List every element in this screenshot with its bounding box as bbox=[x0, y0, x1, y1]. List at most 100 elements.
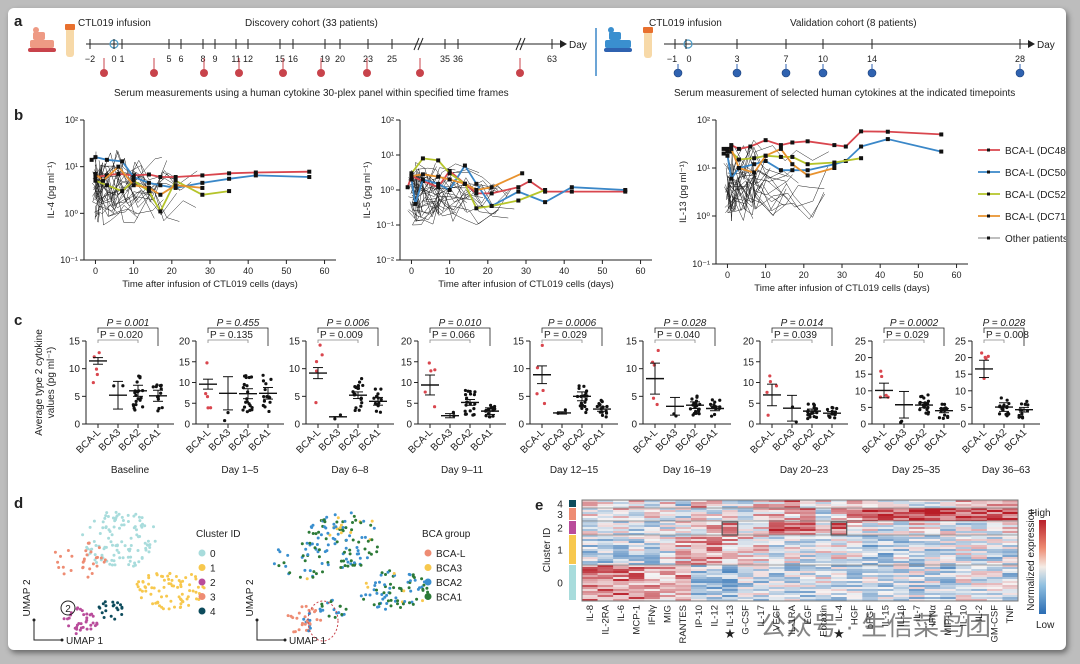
heatmap-cell bbox=[893, 543, 910, 546]
heatmap-cell bbox=[675, 523, 692, 526]
heatmap-cell bbox=[940, 565, 957, 568]
heatmap-cell bbox=[986, 539, 1003, 542]
heatmap-cell bbox=[675, 545, 692, 548]
heatmap-cell bbox=[955, 569, 972, 572]
heatmap-cell bbox=[940, 587, 957, 590]
heatmap-cell bbox=[940, 535, 957, 538]
heatmap-cell bbox=[753, 543, 770, 546]
heatmap-cell bbox=[924, 567, 941, 570]
heatmap-cell bbox=[1002, 547, 1019, 550]
heatmap-cell bbox=[613, 565, 630, 568]
heatmap-cell bbox=[675, 539, 692, 542]
heatmap-cell bbox=[659, 587, 676, 590]
heatmap-cell bbox=[737, 573, 754, 576]
p-value-label: P = 0.008 bbox=[986, 330, 1029, 341]
axis-break-mark bbox=[417, 37, 424, 51]
series-point bbox=[729, 146, 734, 151]
other-patient-line bbox=[91, 184, 150, 217]
heatmap-cell bbox=[737, 599, 754, 602]
umap-point bbox=[132, 514, 136, 518]
data-point bbox=[463, 392, 468, 397]
heatmap-cell bbox=[862, 593, 879, 596]
heatmap-cell bbox=[800, 545, 816, 548]
umap-point bbox=[338, 526, 342, 530]
y-tick-label: 10² bbox=[65, 115, 78, 125]
heatmap-cell bbox=[628, 527, 645, 530]
heatmap-cell bbox=[986, 557, 1003, 560]
heatmap-cell bbox=[800, 579, 816, 582]
column-label: IL-17 bbox=[756, 605, 767, 627]
umap-point bbox=[364, 593, 368, 597]
heatmap-cell bbox=[784, 549, 801, 552]
heatmap-cell bbox=[1002, 521, 1019, 524]
umap-point bbox=[362, 597, 366, 601]
heatmap-cell bbox=[737, 561, 754, 564]
heatmap-cell bbox=[893, 504, 910, 507]
heatmap-cell bbox=[644, 539, 661, 542]
heatmap-cell bbox=[691, 599, 707, 602]
heatmap-cell bbox=[737, 591, 754, 594]
arrow-right-icon bbox=[560, 40, 567, 48]
heatmap-cell bbox=[784, 557, 801, 560]
heatmap-cell bbox=[877, 549, 894, 552]
heatmap-cell bbox=[909, 523, 925, 526]
heatmap-cell bbox=[1002, 531, 1019, 534]
data-point bbox=[267, 409, 271, 414]
heatmap-cell bbox=[862, 508, 879, 511]
heatmap-cell bbox=[582, 595, 598, 598]
heatmap-cell bbox=[877, 504, 894, 507]
heatmap-cell bbox=[737, 559, 754, 562]
heatmap-cell bbox=[846, 531, 863, 534]
heatmap-cell bbox=[986, 597, 1003, 600]
data-point bbox=[946, 415, 950, 420]
other-patient-line bbox=[414, 172, 446, 195]
heatmap-cell bbox=[628, 500, 645, 503]
series-point bbox=[790, 154, 795, 159]
other-patient-line bbox=[96, 189, 155, 219]
figure-canvas: a b c d e CTL019 infusion Discovery coho… bbox=[14, 13, 1066, 647]
heatmap-cell bbox=[582, 543, 598, 546]
data-point bbox=[244, 400, 248, 404]
heatmap-cell bbox=[877, 541, 894, 544]
heatmap-cell bbox=[628, 549, 645, 552]
heatmap-cell bbox=[644, 502, 661, 505]
cluster-color-bar bbox=[569, 508, 576, 520]
umap-point bbox=[144, 589, 148, 593]
heatmap-cell bbox=[784, 533, 801, 536]
umap-point bbox=[349, 559, 353, 563]
heatmap-cell bbox=[753, 525, 770, 528]
heatmap-cell bbox=[971, 599, 988, 602]
data-point bbox=[359, 404, 363, 408]
heatmap-cell bbox=[831, 531, 848, 534]
umap-point bbox=[141, 522, 144, 526]
umap-point bbox=[286, 553, 290, 557]
heatmap-cell bbox=[971, 545, 988, 548]
heatmap-cell bbox=[784, 589, 801, 592]
heatmap-cell bbox=[753, 535, 770, 538]
data-point bbox=[808, 415, 812, 419]
heatmap-cell bbox=[1002, 533, 1019, 536]
y-axis-label: IL-5 (pg ml⁻¹) bbox=[362, 162, 373, 219]
heatmap-cell bbox=[613, 549, 630, 552]
heatmap-cell bbox=[784, 555, 801, 558]
y-tick-label: 15 bbox=[513, 337, 525, 348]
legend-marker bbox=[198, 578, 206, 586]
umap-point bbox=[120, 613, 124, 616]
umap-point bbox=[120, 540, 124, 544]
heatmap-cell bbox=[955, 514, 972, 517]
heatmap-cell bbox=[940, 504, 957, 507]
umap-point bbox=[157, 589, 161, 593]
umap-point bbox=[147, 582, 151, 586]
timeline-tick-label: −1 bbox=[667, 54, 677, 64]
umap-point bbox=[337, 611, 341, 615]
heatmap-cell bbox=[753, 559, 770, 562]
heatmap-cell bbox=[613, 553, 630, 556]
y-tick-label: 10¹ bbox=[697, 163, 710, 173]
heatmap-cell bbox=[753, 547, 770, 550]
y-tick-label: 15 bbox=[69, 337, 81, 348]
heatmap-cell bbox=[675, 561, 692, 564]
heatmap-cell bbox=[955, 535, 972, 538]
heatmap-cell bbox=[986, 504, 1003, 507]
heatmap-cell bbox=[675, 510, 692, 513]
other-patient-line bbox=[92, 169, 178, 209]
